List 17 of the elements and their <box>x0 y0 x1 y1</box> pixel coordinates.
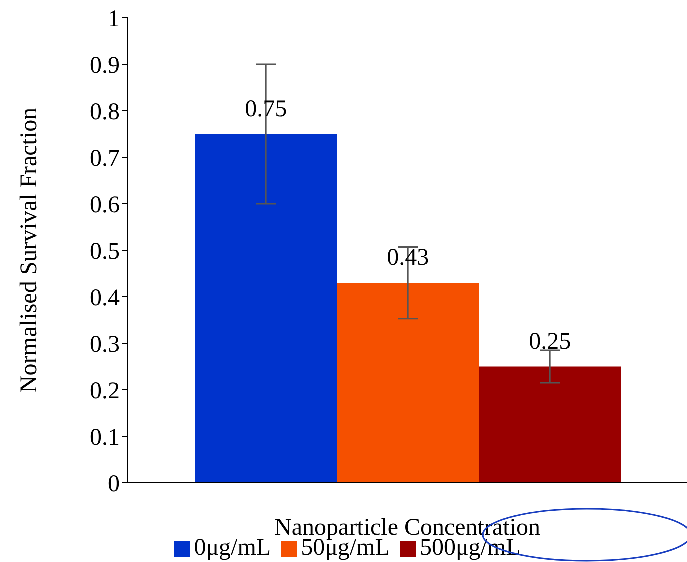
y-tick-label: 0.7 <box>90 146 120 172</box>
bar <box>337 283 480 483</box>
y-tick-label: 0.4 <box>90 286 120 312</box>
y-tick-label: 0 <box>108 472 120 498</box>
y-tick-label: 0.8 <box>90 100 120 126</box>
y-tick-label: 0.9 <box>90 53 120 80</box>
bar <box>195 134 338 483</box>
y-tick-label: 0.1 <box>90 425 120 452</box>
y-tick-label: 0.6 <box>90 192 120 219</box>
y-tick-label: 0.2 <box>90 378 120 405</box>
y-axis-title: Normalised Survival Fraction <box>16 108 43 394</box>
bar <box>479 366 622 483</box>
y-tick-label: 1 <box>108 6 120 33</box>
y-tick-label: 0.5 <box>90 239 120 266</box>
data-label: 0.25 <box>529 328 572 355</box>
y-tick-label: 0.3 <box>90 332 120 358</box>
legend-label: 0μg/mL <box>194 535 272 561</box>
